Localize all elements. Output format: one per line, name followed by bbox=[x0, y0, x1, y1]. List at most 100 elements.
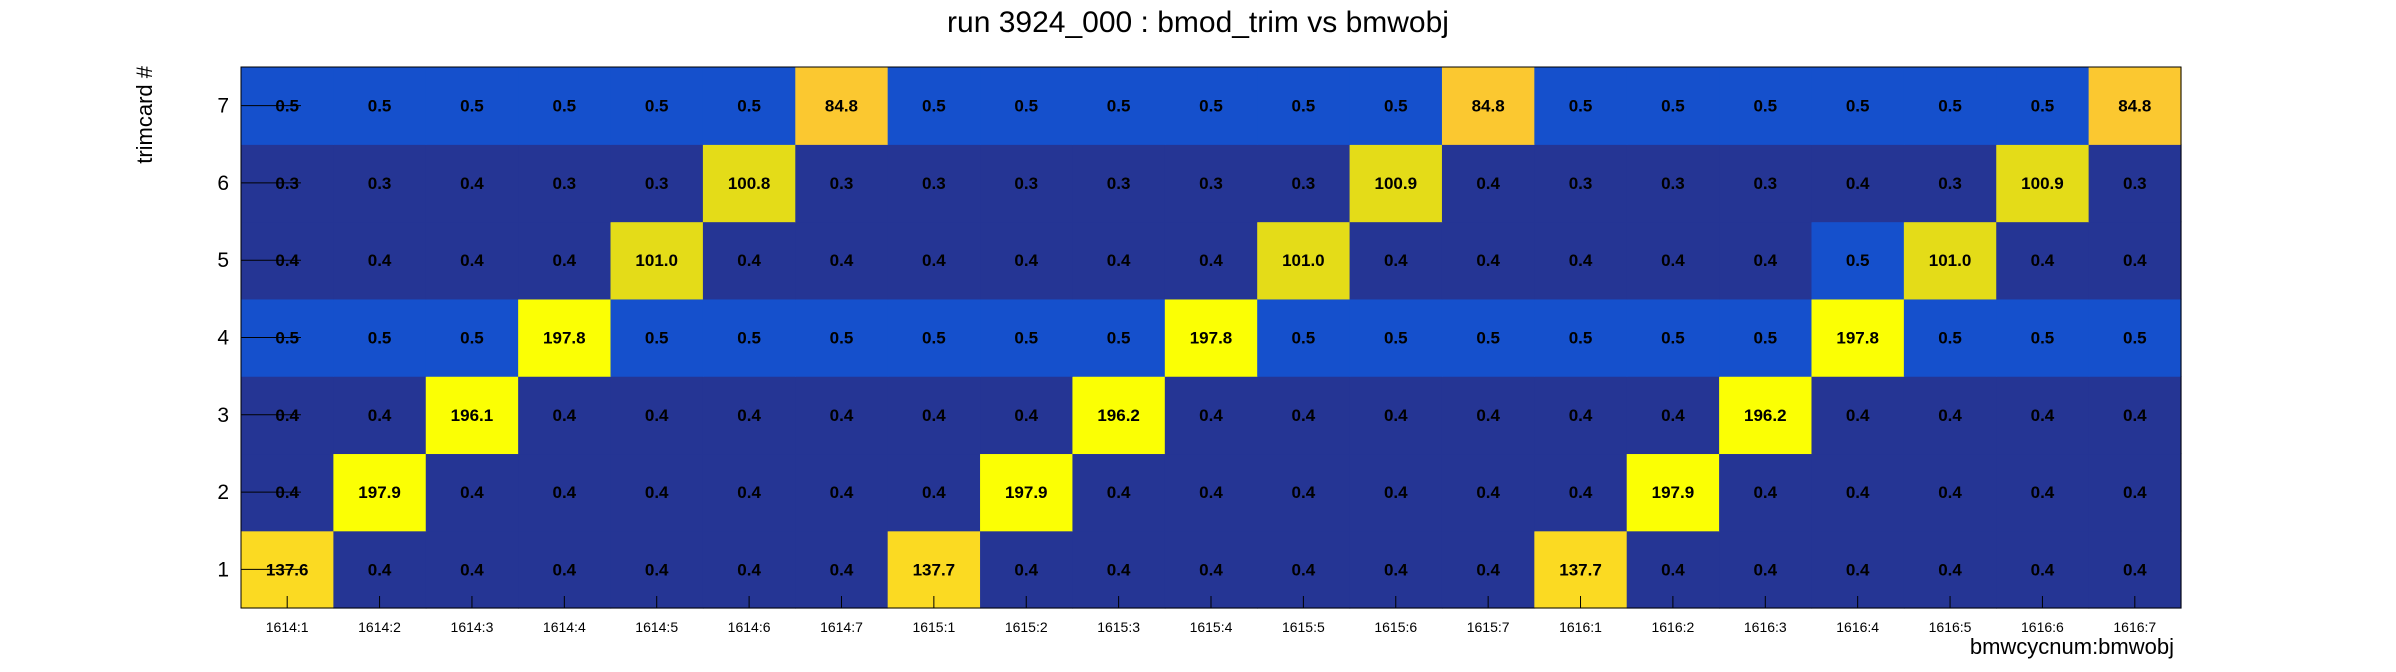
cell-value-label: 197.9 bbox=[358, 483, 401, 502]
cell-value-label: 0.4 bbox=[460, 174, 484, 193]
heatmap-cell bbox=[610, 298, 704, 377]
heatmap-cell bbox=[1072, 530, 1166, 609]
cell-value-label: 0.4 bbox=[1384, 251, 1408, 270]
heatmap-cell bbox=[980, 221, 1074, 300]
cell-value-label: 137.7 bbox=[1559, 560, 1602, 579]
cell-value-label: 0.4 bbox=[368, 560, 392, 579]
cell-value-label: 0.4 bbox=[1476, 560, 1500, 579]
y-tick-label: 4 bbox=[217, 327, 229, 350]
y-tick-label: 1 bbox=[217, 558, 229, 581]
heatmap-cell bbox=[1626, 453, 1720, 532]
heatmap-cell bbox=[425, 144, 519, 223]
cell-value-label: 0.4 bbox=[1014, 251, 1038, 270]
cell-value-label: 0.4 bbox=[922, 251, 946, 270]
cell-value-label: 0.4 bbox=[1846, 483, 1870, 502]
cell-value-label: 0.3 bbox=[2123, 174, 2147, 193]
heatmap-axes: 1614:1 1614:2 1614:3 1614:4 1614:5 1614:6 1614… bbox=[217, 66, 2182, 635]
heatmap-cell bbox=[1441, 453, 1535, 532]
heatmap-cell bbox=[518, 221, 612, 300]
heatmap-cell bbox=[702, 453, 796, 532]
heatmap-cell bbox=[2088, 67, 2182, 145]
heatmap-cell bbox=[795, 67, 889, 145]
heatmap-cells bbox=[241, 67, 2182, 609]
heatmap-cell bbox=[1257, 453, 1351, 532]
heatmap-cell bbox=[1349, 453, 1443, 532]
cell-value-label: 0.4 bbox=[1476, 483, 1500, 502]
cell-value-label: 0.4 bbox=[830, 406, 854, 425]
y-tick-label: 6 bbox=[217, 172, 229, 195]
cell-value-label: 0.4 bbox=[1938, 406, 1962, 425]
x-tick-label: 1616:4 bbox=[1836, 619, 1879, 635]
cell-value-label: 0.4 bbox=[1846, 406, 1870, 425]
cell-value-label: 0.5 bbox=[1569, 329, 1593, 348]
y-tick-label: 7 bbox=[217, 95, 229, 118]
cell-value-label: 0.5 bbox=[368, 97, 392, 116]
heatmap-cell bbox=[887, 144, 981, 223]
cell-value-label: 0.3 bbox=[645, 174, 669, 193]
cell-value-label: 0.5 bbox=[1014, 329, 1038, 348]
cell-value-label: 0.5 bbox=[1661, 329, 1685, 348]
heatmap-cell bbox=[1626, 298, 1720, 377]
cell-value-label: 0.4 bbox=[1014, 560, 1038, 579]
heatmap-cell bbox=[425, 67, 519, 145]
heatmap-cell bbox=[1441, 530, 1535, 609]
cell-value-label: 0.4 bbox=[553, 483, 577, 502]
x-tick-label: 1614:7 bbox=[820, 619, 863, 635]
y-axis-title: trimcard # bbox=[132, 65, 157, 164]
cell-value-label: 0.3 bbox=[1292, 174, 1316, 193]
heatmap-cell bbox=[425, 453, 519, 532]
chart-title: run 3924_000 : bmod_trim vs bmwobj bbox=[947, 6, 1449, 39]
heatmap-cell bbox=[2088, 453, 2182, 532]
cell-value-label: 0.5 bbox=[1753, 329, 1777, 348]
heatmap-cell bbox=[1811, 144, 1905, 223]
heatmap-cell bbox=[1072, 144, 1166, 223]
cell-value-label: 0.4 bbox=[2031, 406, 2055, 425]
cell-value-label: 0.5 bbox=[553, 97, 577, 116]
cell-value-label: 0.4 bbox=[1292, 406, 1316, 425]
cell-value-label: 196.2 bbox=[1744, 406, 1787, 425]
heatmap-cell bbox=[887, 376, 981, 455]
heatmap-cell bbox=[1719, 144, 1813, 223]
cell-value-label: 0.4 bbox=[830, 483, 854, 502]
cell-value-label: 0.4 bbox=[737, 560, 761, 579]
cell-value-label: 0.4 bbox=[737, 251, 761, 270]
heatmap-cell bbox=[1811, 453, 1905, 532]
heatmap-cell bbox=[1626, 144, 1720, 223]
cell-value-label: 0.5 bbox=[460, 97, 484, 116]
heatmap-cell bbox=[1441, 376, 1535, 455]
heatmap-cell bbox=[1441, 298, 1535, 377]
cell-value-label: 0.4 bbox=[1938, 483, 1962, 502]
heatmap-cell bbox=[1534, 144, 1628, 223]
cell-value-label: 0.4 bbox=[1476, 174, 1500, 193]
heatmap-cell bbox=[1164, 67, 1258, 145]
cell-value-label: 0.5 bbox=[1107, 329, 1131, 348]
cell-value-label: 0.5 bbox=[830, 329, 854, 348]
heatmap-cell bbox=[518, 376, 612, 455]
y-tick-label: 5 bbox=[217, 249, 229, 272]
cell-value-label: 0.4 bbox=[2031, 251, 2055, 270]
heatmap-cell bbox=[1349, 530, 1443, 609]
cell-value-label: 0.4 bbox=[2123, 483, 2147, 502]
cell-value-label: 0.3 bbox=[1107, 174, 1131, 193]
cell-value-label: 0.5 bbox=[1292, 97, 1316, 116]
x-tick-label: 1614:3 bbox=[451, 619, 494, 635]
x-tick-label: 1615:7 bbox=[1467, 619, 1510, 635]
cell-value-label: 0.4 bbox=[830, 560, 854, 579]
heatmap-cell bbox=[795, 376, 889, 455]
cell-value-label: 84.8 bbox=[825, 97, 858, 116]
heatmap-cell bbox=[1257, 298, 1351, 377]
heatmap-cell bbox=[795, 530, 889, 609]
x-tick-label: 1616:7 bbox=[2113, 619, 2156, 635]
heatmap-cell bbox=[1534, 221, 1628, 300]
heatmap-cell bbox=[702, 221, 796, 300]
x-tick-label: 1616:2 bbox=[1651, 619, 1694, 635]
cell-value-label: 84.8 bbox=[2118, 97, 2151, 116]
heatmap-cell bbox=[425, 530, 519, 609]
cell-value-label: 0.4 bbox=[737, 406, 761, 425]
cell-value-label: 101.0 bbox=[635, 251, 678, 270]
x-tick-label: 1616:1 bbox=[1559, 619, 1602, 635]
heatmap-cell bbox=[2088, 221, 2182, 300]
heatmap-cell bbox=[333, 221, 427, 300]
cell-value-label: 0.3 bbox=[1014, 174, 1038, 193]
heatmap-cell bbox=[1164, 376, 1258, 455]
